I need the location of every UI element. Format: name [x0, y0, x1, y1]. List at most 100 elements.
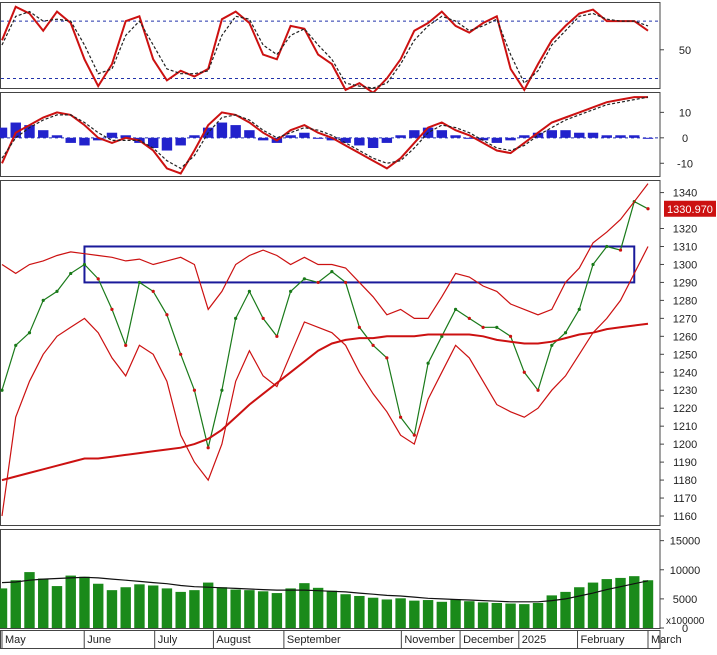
oscillator-bar [532, 132, 544, 138]
volume-bar [79, 576, 90, 628]
volume-bar [519, 604, 530, 628]
price-point [412, 433, 416, 437]
price-y-tick-label: 1280 [673, 295, 697, 307]
price-point [344, 280, 348, 285]
last-price-badge [664, 200, 716, 217]
x-axis-label: May [5, 634, 26, 646]
price-point [522, 370, 526, 374]
oscillator-bar [601, 135, 612, 138]
oscillator-bar [120, 135, 131, 138]
x-axis-label: 2025 [522, 634, 546, 646]
volume-y-tick-label: 0 [682, 623, 688, 635]
volume-bar [106, 590, 118, 628]
last-price-label: 1330.970 [667, 204, 713, 216]
price-point [27, 331, 32, 335]
price-point [234, 316, 238, 320]
price-point [206, 446, 210, 450]
price-y-tick-label: 1210 [673, 421, 697, 433]
price-y-tick-label: 1190 [673, 457, 697, 469]
price-point [261, 316, 265, 320]
oscillator-bar [0, 127, 8, 138]
x-axis-label: September [287, 634, 341, 646]
oscillator-bar [367, 137, 379, 148]
oscillator-bar [161, 137, 173, 151]
volume-bar [477, 602, 489, 628]
oscillator-bar [381, 137, 393, 143]
stochastic-frame [0, 2, 661, 89]
volume-bar [93, 583, 104, 628]
volume-bar [436, 601, 448, 628]
volume-y-tick-label: 15000 [670, 536, 701, 548]
price-y-tick-label: 1340 [673, 188, 697, 200]
volume-bar [560, 591, 571, 628]
volume-bar [299, 583, 310, 628]
price-frame [0, 180, 661, 526]
volume-bar [381, 599, 393, 628]
oscillator-signal-line [1, 96, 649, 170]
volume-bar [464, 601, 475, 628]
oscillator-bar [519, 135, 530, 138]
price-y-tick-label: 1180 [673, 475, 697, 487]
price-point [357, 325, 361, 329]
oscillator-bar [230, 125, 241, 138]
x-axis-label: March [651, 634, 682, 646]
stochastic-signal-line [1, 10, 649, 89]
volume-bar [491, 602, 503, 628]
oscillator-bar [38, 130, 49, 138]
price-point [82, 262, 87, 267]
volume-bar [230, 589, 241, 628]
volume-bar [546, 595, 557, 628]
volume-y-tick-label: 5000 [673, 594, 697, 606]
volume-bar [51, 586, 63, 628]
volume-bar [367, 597, 379, 628]
volume-unit-label: x100000 [666, 616, 705, 627]
price-y-tick-label: 1230 [673, 385, 697, 397]
oscillator-bar [326, 137, 338, 141]
oscillator-bar [395, 135, 406, 138]
x-axis-label: February [581, 634, 626, 646]
volume-bar [65, 575, 76, 628]
oscillator-bar [312, 137, 324, 139]
price-point [646, 207, 650, 211]
volume-bar [285, 588, 296, 628]
x-axis-label: November [404, 634, 455, 646]
price-point [618, 248, 623, 252]
volume-bar [216, 587, 228, 628]
volume-bar [395, 598, 406, 628]
volume-bar [257, 591, 269, 628]
oscillator-bar [477, 137, 489, 141]
volume-bar [0, 588, 8, 628]
oscillator-bar [491, 137, 503, 143]
x-axis-label: July [158, 634, 178, 646]
volume-bar [409, 600, 420, 628]
volume-bar [134, 584, 145, 628]
oscillator-bar [629, 135, 640, 138]
price-point [124, 343, 128, 347]
volume-bar [271, 593, 283, 628]
price-point [165, 313, 169, 317]
price-close-line [1, 200, 649, 448]
oscillator-y-tick-label: -10 [677, 158, 693, 170]
price-y-tick-label: 1290 [673, 277, 697, 289]
oscillator-bar [560, 130, 571, 138]
price-point [563, 331, 568, 335]
x-axis-label: December [463, 634, 514, 646]
volume-bar [422, 600, 434, 628]
price-point [192, 388, 197, 392]
volume-bar [24, 572, 35, 628]
volume-y-tick-label: 10000 [670, 565, 701, 577]
oscillator-bar [546, 130, 557, 138]
oscillator-bar [93, 137, 104, 141]
oscillator-bar [285, 135, 296, 138]
price-y-tick-label: 1310 [673, 241, 697, 253]
price-point [137, 280, 142, 285]
oscillator-bar [106, 132, 118, 138]
oscillator-bar [642, 137, 654, 139]
x-axis-frame [0, 630, 661, 649]
oscillator-line-line [1, 96, 648, 175]
stochastic-y-tick-label: 50 [679, 45, 691, 57]
price-point [550, 343, 554, 347]
